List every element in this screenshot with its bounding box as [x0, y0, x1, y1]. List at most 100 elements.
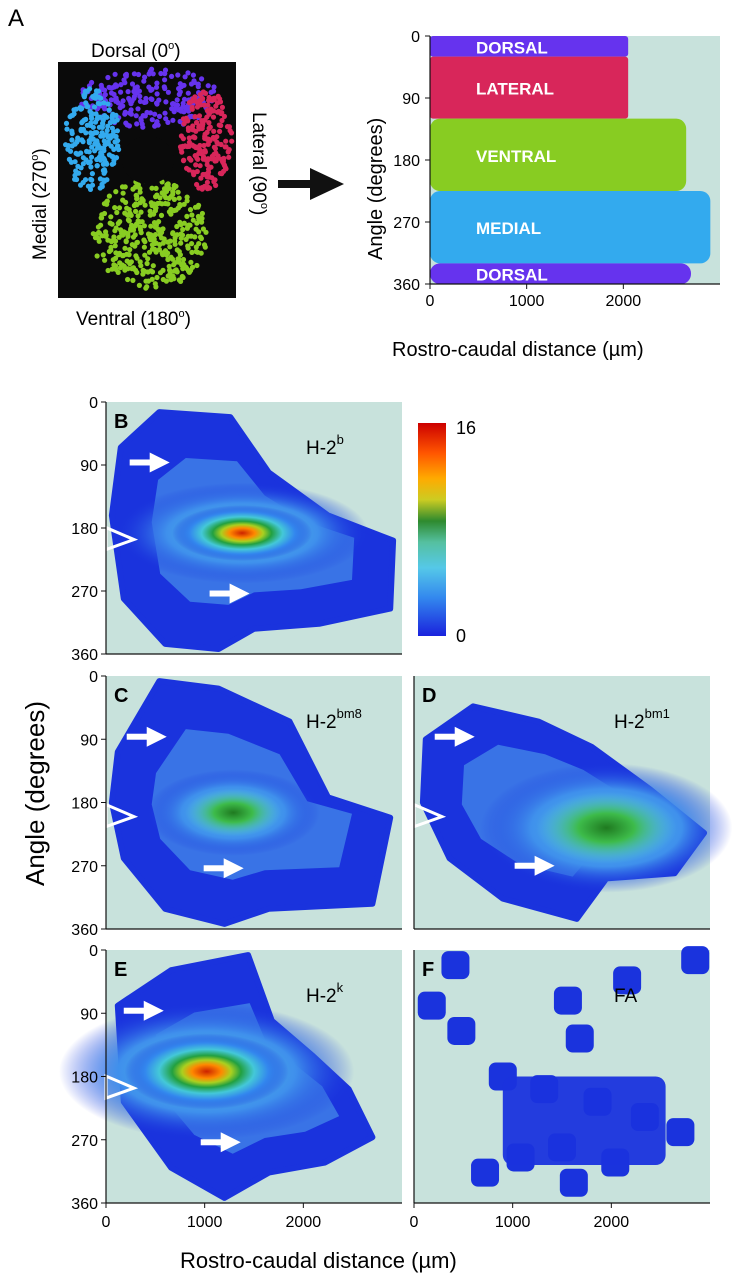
ytick-label: 0	[89, 943, 98, 960]
cell-dot	[185, 245, 191, 251]
cell-dot	[112, 205, 118, 211]
strain-label: FA	[614, 986, 638, 1007]
cell-dot	[102, 142, 108, 148]
arrow-icon	[454, 726, 475, 747]
density-spot	[666, 1118, 695, 1147]
cell-dot	[184, 198, 190, 204]
ytick-label: 180	[71, 1070, 98, 1087]
cell-dot	[64, 126, 70, 132]
cell-dot	[173, 183, 179, 189]
panel-a: A Dorsal (0o) Ventral (180o) Medial (270…	[8, 5, 720, 360]
cell-dot	[170, 101, 176, 107]
cell-dot	[88, 130, 94, 137]
cell-dot	[142, 252, 148, 258]
cell-dot	[176, 277, 182, 283]
cell-dot	[96, 238, 102, 244]
cell-dot	[162, 200, 168, 207]
cell-dot	[158, 70, 164, 77]
a-xtick: 0	[426, 293, 435, 310]
cell-dot	[151, 220, 158, 226]
cell-dot	[118, 82, 124, 88]
cell-dot	[194, 220, 200, 226]
density-region	[502, 1076, 666, 1166]
cell-dot	[223, 144, 229, 150]
arrow-shaft	[123, 1007, 146, 1014]
cell-dot	[89, 144, 95, 150]
cell-dot	[99, 183, 105, 190]
cell-dot	[219, 104, 225, 110]
cell-dot	[151, 238, 157, 244]
arrow-shaft	[129, 459, 152, 466]
cell-dot	[213, 103, 219, 109]
cell-dot	[165, 250, 171, 256]
cell-dot	[171, 268, 177, 274]
cell-dot	[205, 184, 211, 190]
cell-dot	[120, 190, 126, 196]
cell-dot	[101, 167, 107, 173]
cell-dot	[191, 79, 197, 85]
cell-dot	[128, 259, 134, 265]
cell-dot	[82, 88, 88, 95]
cell-dot	[125, 266, 131, 272]
cell-dot	[132, 243, 138, 249]
cell-dot	[141, 78, 147, 84]
cell-dot	[152, 232, 159, 238]
cell-dot	[174, 102, 181, 108]
cell-dot	[142, 74, 148, 80]
cell-dot	[162, 71, 168, 77]
cell-dot	[89, 182, 96, 188]
cell-dot	[90, 136, 96, 142]
cell-dot	[140, 198, 146, 204]
cell-dot	[115, 220, 121, 226]
cell-dot	[217, 99, 224, 105]
cell-dot	[123, 239, 129, 245]
schematic-medial-label: Medial (270o)	[29, 148, 51, 260]
cell-dot	[111, 91, 117, 97]
cell-dot	[135, 213, 141, 219]
strain-label: H-2k	[306, 980, 344, 1007]
cell-dot	[184, 225, 190, 231]
cell-dot	[78, 150, 84, 156]
density-peak	[172, 505, 313, 562]
cell-dot	[132, 232, 138, 238]
cell-dot	[73, 106, 79, 112]
cell-dot	[141, 244, 147, 250]
arrow-icon	[146, 726, 167, 747]
cell-dot	[134, 121, 140, 127]
cell-dot	[97, 176, 103, 182]
cell-dot	[163, 187, 169, 193]
cell-dot	[112, 238, 119, 244]
cell-dot	[208, 164, 214, 170]
cell-dot	[100, 133, 106, 139]
cell-dot	[90, 231, 96, 237]
cell-dot	[188, 267, 194, 274]
cell-dot	[129, 81, 136, 87]
cell-dot	[174, 97, 180, 103]
cell-dot	[215, 153, 221, 159]
cell-dot	[182, 74, 188, 80]
cell-dot	[134, 90, 140, 96]
cell-dot	[170, 191, 176, 197]
cell-dot	[170, 230, 176, 236]
cell-dot	[87, 186, 94, 192]
cell-dot	[118, 89, 124, 95]
cell-dot	[69, 130, 75, 137]
cell-dot	[147, 208, 153, 214]
cell-dot	[190, 72, 196, 78]
cell-dot	[194, 155, 200, 161]
ytick-label: 270	[71, 584, 98, 601]
cell-dot	[191, 143, 197, 149]
cell-dot	[87, 159, 93, 165]
cell-dot	[125, 89, 131, 95]
cell-dot	[220, 158, 226, 164]
cell-dot	[104, 177, 110, 183]
cell-dot	[177, 89, 183, 95]
cell-dot	[157, 270, 164, 276]
cell-dot	[142, 239, 148, 245]
cell-dot	[112, 71, 118, 77]
cell-dot	[149, 202, 155, 209]
cell-dot	[138, 118, 144, 124]
arrow-shaft	[209, 590, 232, 597]
cell-dot	[140, 113, 146, 119]
cell-dot	[108, 239, 115, 245]
